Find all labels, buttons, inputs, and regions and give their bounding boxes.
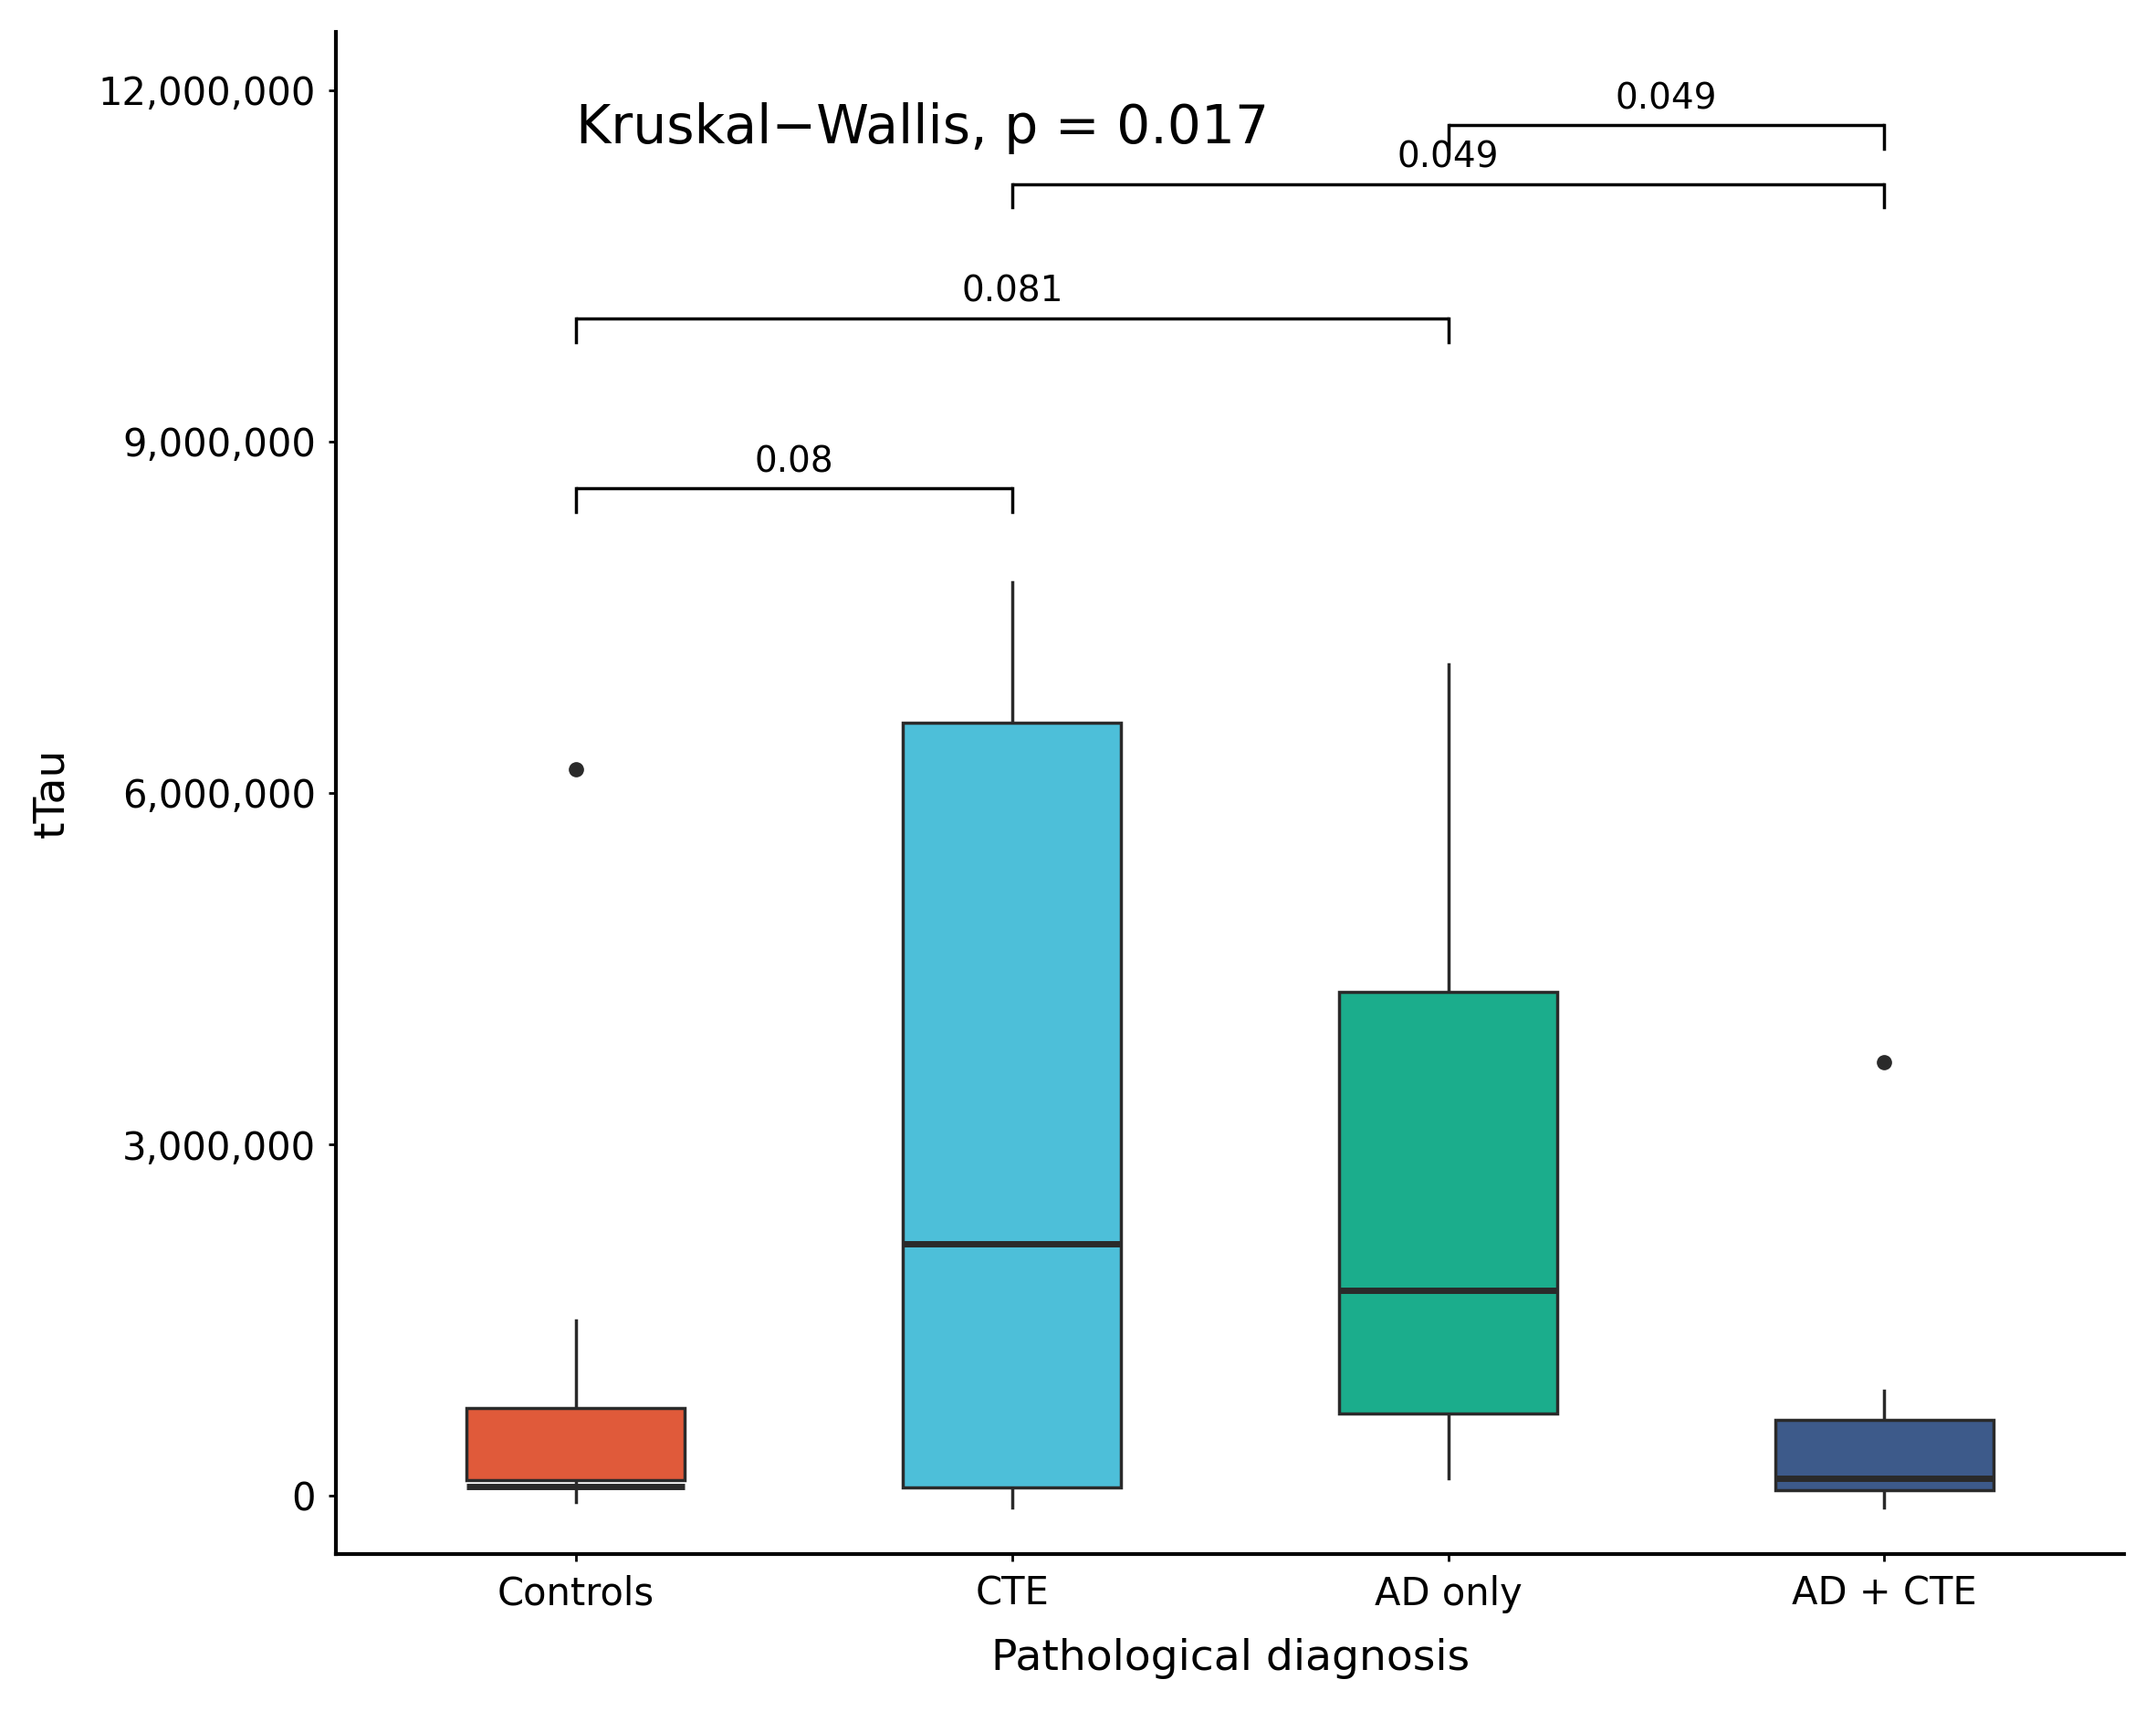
Text: 0.081: 0.081 <box>962 274 1063 310</box>
Bar <box>1339 992 1557 1413</box>
Y-axis label: tTau: tTau <box>32 748 73 838</box>
Text: Kruskal−Wallis, p = 0.017: Kruskal−Wallis, p = 0.017 <box>576 103 1270 154</box>
Text: 0.08: 0.08 <box>755 445 834 479</box>
Text: 0.049: 0.049 <box>1615 82 1716 116</box>
Text: 0.049: 0.049 <box>1397 140 1498 175</box>
Bar <box>903 722 1121 1487</box>
Bar <box>1774 1420 1994 1490</box>
X-axis label: Pathological diagnosis: Pathological diagnosis <box>992 1637 1470 1678</box>
Bar <box>468 1408 686 1480</box>
